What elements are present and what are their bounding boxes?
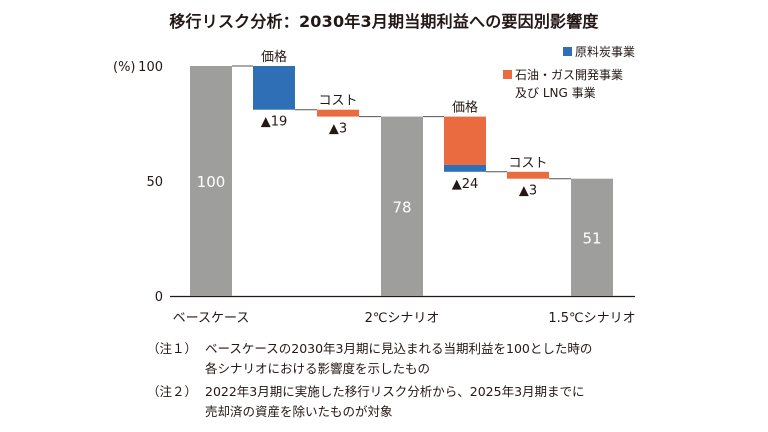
delta-value-label: ▲24 [452, 177, 479, 192]
legend-label-oil: 石油・ガス開発事業 [515, 68, 623, 82]
delta-segment [317, 109, 359, 117]
waterfall-chart: (%) 0 50 100 100 価格 ▲19 コスト ▲3 78 価格 ▲24 コスト ▲3 51 ベースケ… [113, 45, 636, 326]
total-bar [381, 116, 423, 296]
category-label: ベースケース [173, 311, 250, 326]
y-unit-label: (%) [113, 60, 136, 75]
total-bar-label: 51 [582, 229, 601, 247]
chart-title: 移行リスク分析：2030年3月期当期利益への要因別影響度 [169, 12, 599, 31]
legend-swatch-oil [503, 70, 512, 79]
note-1-line-2: 各シナリオにおける影響度を示したもの [205, 361, 431, 376]
legend-swatch-coal [563, 47, 572, 56]
delta-segment [253, 66, 295, 110]
delta-segment [444, 116, 486, 165]
delta-value-label: ▲3 [329, 122, 347, 137]
note-1-tag: （注１） [147, 341, 198, 356]
delta-segment [444, 164, 486, 172]
y-tick-label: 0 [155, 290, 163, 305]
total-bar-label: 78 [392, 198, 411, 216]
delta-top-label: 価格 [261, 49, 287, 65]
total-bar-label: 100 [197, 173, 226, 191]
category-label: 2℃シナリオ [365, 311, 440, 326]
legend-label-oil-line2: 及び LNG 事業 [515, 86, 596, 100]
category-label: 1.5℃シナリオ [548, 311, 635, 326]
note-2-tag: （注２） [147, 384, 198, 399]
legend-label-coal: 原料炭事業 [575, 45, 635, 59]
note-2-line-2: 売却済の資産を除いたものが対象 [205, 404, 393, 419]
y-tick-label: 100 [138, 60, 163, 75]
delta-top-label: コスト [318, 94, 357, 109]
total-bar [571, 178, 613, 296]
note-2-line-1: 2022年3月期に実施した移行リスク分析から、2025年3月期までに [205, 384, 585, 399]
y-tick-label: 50 [146, 175, 163, 190]
note-1-line-1: ベースケースの2030年3月期に見込まれる当期利益を100とした時の [205, 341, 593, 356]
total-bar [190, 66, 232, 296]
delta-top-label: コスト [508, 156, 547, 171]
delta-value-label: ▲19 [261, 115, 288, 130]
delta-top-label: 価格 [452, 100, 478, 116]
delta-segment [507, 171, 549, 179]
delta-value-label: ▲3 [519, 184, 537, 199]
